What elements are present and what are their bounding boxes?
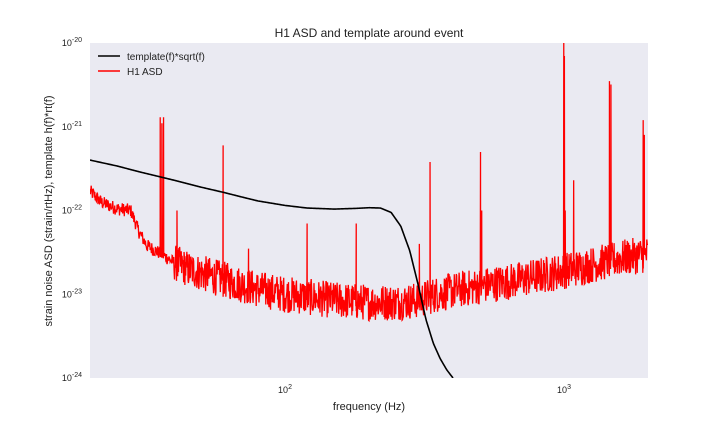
x-tick-label: 102 (278, 384, 292, 395)
template-line (90, 159, 454, 378)
y-tick-label: 10-23 (62, 288, 82, 299)
y-tick-label: 10-20 (62, 37, 82, 48)
x-axis-label: frequency (Hz) (333, 401, 405, 413)
y-tick-label: 10-22 (62, 205, 82, 216)
y-axis-label: strain noise ASD (strain/rtHz), template… (43, 95, 55, 326)
series-layer (90, 43, 648, 378)
chart-title: H1 ASD and template around event (275, 26, 464, 40)
legend-label-h1-asd: H1 ASD (127, 67, 163, 78)
y-axis-ticks: 10-20 10-21 10-22 10-23 10-24 (62, 37, 82, 383)
legend: template(f)*sqrt(f) H1 ASD (98, 52, 205, 78)
plot-area (90, 43, 648, 378)
y-tick-label: 10-24 (62, 372, 82, 383)
legend-label-template: template(f)*sqrt(f) (127, 52, 205, 63)
y-tick-label: 10-21 (62, 121, 82, 132)
x-tick-label: 103 (557, 384, 571, 395)
x-axis-ticks: 102 103 (278, 384, 571, 395)
h1-asd-line (90, 43, 648, 323)
